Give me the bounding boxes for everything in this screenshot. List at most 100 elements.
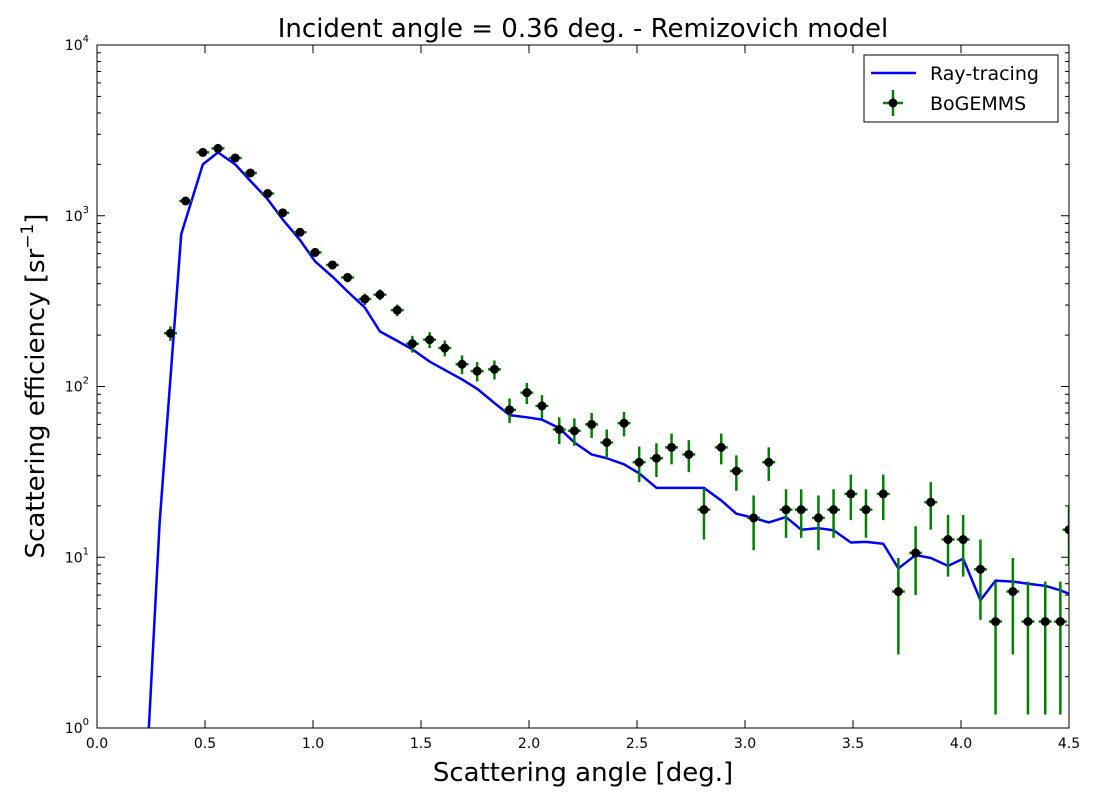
y-tick-label-exp: 1	[83, 546, 89, 557]
data-point-bogemms	[587, 419, 597, 429]
data-point-bogemms	[505, 405, 515, 415]
legend-box	[863, 54, 1059, 123]
data-point-bogemms	[731, 466, 741, 476]
data-point-bogemms	[1040, 617, 1050, 627]
data-point-bogemms	[781, 505, 791, 515]
data-point-bogemms	[667, 442, 677, 452]
y-tick-label-base: 10	[65, 38, 83, 54]
x-tick-label: 1.0	[302, 736, 324, 752]
data-point-bogemms	[375, 290, 385, 300]
y-tick-label-exp: 3	[83, 205, 89, 216]
chart-title: Incident angle = 0.36 deg. - Remizovich …	[278, 14, 889, 44]
y-axis-title-close: ]	[21, 214, 51, 224]
y-tick-label: 102	[65, 376, 89, 396]
legend-marker-bogemms	[888, 98, 898, 108]
data-point-bogemms	[569, 426, 579, 436]
data-point-bogemms	[181, 196, 191, 206]
data-point-bogemms	[829, 505, 839, 515]
data-point-bogemms	[684, 449, 694, 459]
data-layer	[147, 143, 1069, 728]
x-tick-label: 3.5	[842, 736, 864, 752]
data-point-bogemms	[392, 305, 402, 315]
data-point-bogemms	[489, 364, 499, 374]
data-point-bogemms	[749, 513, 759, 523]
data-point-bogemms	[310, 247, 320, 257]
y-axis-title-sup: −1	[18, 224, 38, 249]
y-tick-label-exp: 0	[83, 717, 89, 728]
x-tick-labels: 0.0 0.5 1.0 1.5 2.0 2.5 3.0 3.5 4.0 4.5	[86, 736, 1080, 752]
data-point-bogemms	[472, 366, 482, 376]
data-point-bogemms	[1023, 617, 1033, 627]
data-point-bogemms	[407, 339, 417, 349]
data-point-bogemms	[1064, 525, 1069, 535]
data-point-bogemms	[634, 457, 644, 467]
y-tick-label: 103	[65, 205, 89, 225]
data-point-bogemms	[213, 143, 223, 153]
x-tick-label: 3.0	[734, 736, 756, 752]
data-point-bogemms	[975, 564, 985, 574]
data-point-bogemms	[554, 424, 564, 434]
data-point-bogemms	[263, 188, 273, 198]
y-tick-label-base: 10	[65, 721, 83, 737]
data-point-bogemms	[457, 359, 467, 369]
y-tick-label: 101	[65, 546, 89, 566]
data-point-bogemms	[360, 294, 370, 304]
data-point-bogemms	[343, 272, 353, 282]
data-point-bogemms	[537, 401, 547, 411]
data-point-bogemms	[651, 453, 661, 463]
data-point-bogemms	[165, 328, 175, 338]
y-tick-label-base: 10	[65, 209, 83, 225]
data-point-bogemms	[764, 457, 774, 467]
data-point-bogemms	[619, 418, 629, 428]
data-point-bogemms	[1055, 617, 1065, 627]
data-point-bogemms	[425, 335, 435, 345]
x-tick-label: 0.5	[194, 736, 216, 752]
legend-label-ray-tracing: Ray-tracing	[930, 63, 1039, 85]
data-point-bogemms	[813, 513, 823, 523]
x-tick-label: 0.0	[86, 736, 108, 752]
y-tick-label: 104	[65, 34, 89, 54]
data-point-bogemms	[991, 617, 1001, 627]
y-axis-title-main: Scattering efficiency [sr	[21, 248, 51, 558]
data-point-bogemms	[893, 587, 903, 597]
data-point-bogemms	[1008, 587, 1018, 597]
legend: Ray-tracing BoGEMMS	[863, 54, 1059, 123]
x-axis-title: Scattering angle [deg.]	[433, 758, 733, 788]
plot-frame	[96, 44, 1070, 729]
data-point-bogemms	[958, 535, 968, 545]
data-point-bogemms	[878, 489, 888, 499]
data-point-bogemms	[846, 489, 856, 499]
x-tick-label: 2.5	[626, 736, 648, 752]
data-point-bogemms	[278, 208, 288, 218]
data-point-bogemms	[602, 437, 612, 447]
y-tick-label-exp: 4	[83, 34, 89, 45]
series-line-ray-tracing	[147, 151, 1069, 728]
y-tick-label: 100	[65, 717, 89, 737]
data-point-bogemms	[522, 388, 532, 398]
data-point-bogemms	[943, 535, 953, 545]
data-point-bogemms	[295, 227, 305, 237]
x-tick-label: 1.5	[410, 736, 432, 752]
data-point-bogemms	[926, 497, 936, 507]
x-tick-label: 4.5	[1058, 736, 1080, 752]
data-point-bogemms	[861, 505, 871, 515]
data-point-bogemms	[230, 153, 240, 163]
legend-label-bogemms: BoGEMMS	[930, 93, 1026, 115]
y-tick-label-base: 10	[65, 380, 83, 396]
data-point-bogemms	[327, 260, 337, 270]
y-tick-label-exp: 2	[83, 376, 89, 387]
data-point-bogemms	[198, 147, 208, 157]
data-point-bogemms	[796, 505, 806, 515]
data-point-bogemms	[245, 168, 255, 178]
x-tick-label: 2.0	[518, 736, 540, 752]
y-axis-title: Scattering efficiency [sr−1]	[18, 214, 51, 559]
data-point-bogemms	[440, 343, 450, 353]
data-point-bogemms	[911, 548, 921, 558]
plot-area	[97, 45, 1069, 728]
y-tick-label-base: 10	[65, 550, 83, 566]
data-point-bogemms	[699, 505, 709, 515]
x-tick-label: 4.0	[950, 736, 972, 752]
data-point-bogemms	[716, 442, 726, 452]
